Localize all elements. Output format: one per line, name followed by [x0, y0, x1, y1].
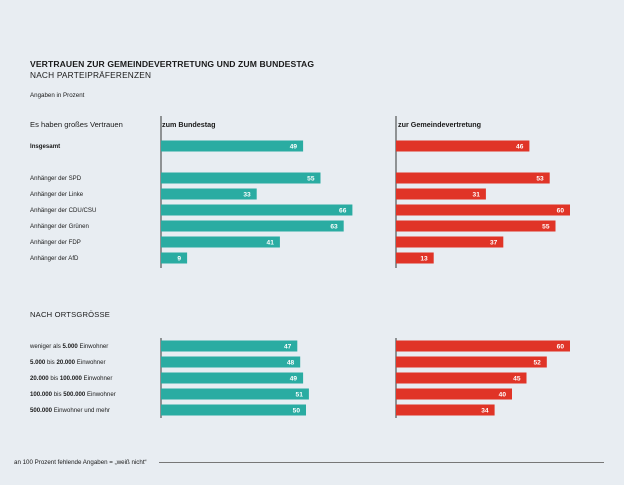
footnote-rule — [159, 462, 604, 463]
value-label-gemeinde: 40 — [499, 391, 507, 398]
value-label-gemeinde: 52 — [533, 359, 541, 366]
value-label-bundestag: 51 — [296, 391, 304, 398]
bar-gemeinde — [396, 236, 504, 248]
value-label-gemeinde: 34 — [481, 407, 489, 414]
value-label-bundestag: 66 — [339, 207, 347, 214]
value-label-gemeinde: 60 — [557, 343, 565, 350]
row-label: Insgesamt — [30, 143, 60, 150]
value-label-bundestag: 63 — [330, 223, 338, 230]
value-label-gemeinde: 53 — [536, 175, 544, 182]
bar-bundestag — [161, 204, 353, 216]
bar-gemeinde — [396, 140, 530, 152]
row-label: Anhänger der Grünen — [30, 223, 89, 230]
value-label-bundestag: 47 — [284, 343, 292, 350]
value-label-bundestag: 41 — [267, 239, 275, 246]
bar-gemeinde — [396, 372, 527, 384]
bar-bundestag — [161, 340, 298, 352]
units-note: Angaben in Prozent — [30, 92, 85, 99]
bar-gemeinde — [396, 404, 495, 416]
bar-gemeinde — [396, 388, 512, 400]
value-label-gemeinde: 46 — [516, 143, 524, 150]
bar-bundestag — [161, 236, 280, 248]
bar-gemeinde — [396, 340, 570, 352]
value-label-gemeinde: 55 — [542, 223, 550, 230]
row-label: weniger als 5.000 Einwohner — [29, 343, 108, 350]
bar-bundestag — [161, 220, 344, 232]
bar-gemeinde — [396, 220, 556, 232]
value-label-bundestag: 33 — [243, 191, 251, 198]
value-label-gemeinde: 31 — [473, 191, 481, 198]
bar-gemeinde — [396, 172, 550, 184]
row-label: Anhänger der AfD — [30, 255, 79, 262]
row-label: 100.000 bis 500.000 Einwohner — [30, 391, 116, 398]
column-header-gemeinde: zur Gemeindevertretung — [398, 120, 482, 129]
value-label-bundestag: 49 — [290, 143, 298, 150]
footnote: an 100 Prozent fehlende Angaben = „weiß … — [14, 459, 147, 466]
value-label-gemeinde: 60 — [557, 207, 565, 214]
row-label: Anhänger der CDU/CSU — [30, 207, 96, 214]
bar-bundestag — [161, 388, 309, 400]
bar-bundestag — [161, 372, 304, 384]
value-label-gemeinde: 37 — [490, 239, 498, 246]
bar-bundestag — [161, 404, 306, 416]
bar-gemeinde — [396, 188, 486, 200]
bar-bundestag — [161, 140, 304, 152]
chart-subtitle: NACH PARTEIPRÄFERENZEN — [30, 70, 152, 80]
bar-bundestag — [161, 252, 188, 264]
column-header-bundestag: zum Bundestag — [162, 120, 216, 129]
row-label: Anhänger der FDP — [30, 239, 81, 246]
row-label: 500.000 Einwohner und mehr — [30, 407, 110, 414]
value-label-gemeinde: 13 — [420, 255, 428, 262]
row-label: 20.000 bis 100.000 Einwohner — [30, 375, 112, 382]
row-header: Es haben großes Vertrauen — [30, 120, 123, 129]
row-label: Anhänger der SPD — [30, 175, 82, 182]
row-label: Anhänger der Linke — [30, 191, 84, 198]
bar-bundestag — [161, 172, 321, 184]
value-label-bundestag: 49 — [290, 375, 298, 382]
chart-title: VERTRAUEN ZUR GEMEINDEVERTRETUNG UND ZUM… — [30, 59, 315, 69]
bar-gemeinde — [396, 252, 434, 264]
value-label-bundestag: 55 — [307, 175, 315, 182]
section-title-ortsgroesse: NACH ORTSGRÖSSE — [30, 310, 111, 319]
bar-gemeinde — [396, 356, 547, 368]
row-label: 5.000 bis 20.000 Einwohner — [30, 359, 106, 366]
value-label-bundestag: 50 — [293, 407, 301, 414]
value-label-gemeinde: 45 — [513, 375, 521, 382]
bar-bundestag — [161, 356, 301, 368]
bar-bundestag — [161, 188, 257, 200]
value-label-bundestag: 9 — [177, 255, 181, 262]
bar-gemeinde — [396, 204, 570, 216]
value-label-bundestag: 48 — [287, 359, 295, 366]
